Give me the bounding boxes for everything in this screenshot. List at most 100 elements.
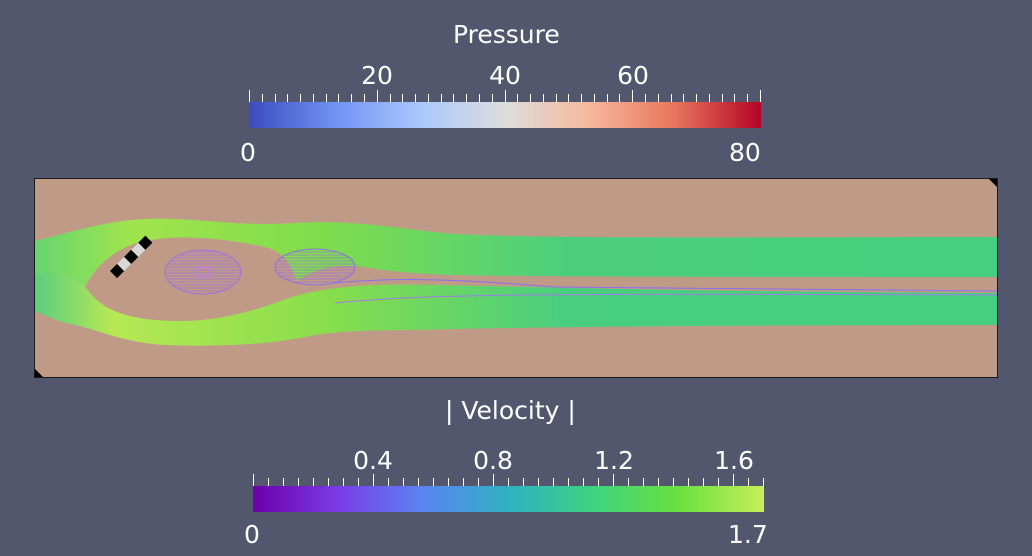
pressure-tick-marks-tick xyxy=(517,94,518,102)
velocity-tick-marks-tick xyxy=(583,478,584,486)
velocity-tick-marks-tick xyxy=(553,478,554,486)
pressure-tick-label-20: 20 xyxy=(361,61,393,90)
pressure-tick-marks-tick xyxy=(734,94,735,102)
velocity-tick-marks-tick xyxy=(733,474,734,486)
wake-lines xyxy=(334,279,997,292)
pressure-tick-marks-tick xyxy=(760,90,761,102)
velocity-tick-marks-tick xyxy=(298,478,299,486)
pressure-tick-marks-tick xyxy=(581,94,582,102)
velocity-tick-marks-tick xyxy=(598,478,599,486)
pressure-tick-marks-tick xyxy=(249,90,250,102)
velocity-tick-marks-tick xyxy=(478,478,479,486)
velocity-tick-marks-tick xyxy=(493,474,494,486)
corner-marker-bl xyxy=(35,369,43,377)
velocity-tick-marks-tick xyxy=(373,474,374,486)
velocity-tick-marks-tick xyxy=(403,478,404,486)
pressure-tick-marks-tick xyxy=(275,94,276,102)
pressure-tick-marks xyxy=(249,90,761,102)
velocity-tick-marks-tick xyxy=(313,478,314,486)
pressure-tick-marks-tick xyxy=(415,94,416,102)
velocity-tick-marks-tick xyxy=(343,478,344,486)
velocity-tick-marks-tick xyxy=(688,478,689,486)
streamlines-plot xyxy=(35,179,997,377)
vortex-left-core xyxy=(194,266,212,278)
wake-lines-2 xyxy=(334,293,997,304)
lower-streamline-band xyxy=(35,273,997,346)
pressure-tick-marks-tick xyxy=(351,94,352,102)
velocity-tick-label-1.2: 1.2 xyxy=(594,446,634,475)
pressure-tick-marks-tick xyxy=(568,94,569,102)
pressure-tick-marks-tick xyxy=(300,94,301,102)
pressure-tick-marks-tick xyxy=(683,94,684,102)
pressure-tick-marks-tick xyxy=(671,94,672,102)
pressure-tick-marks-tick xyxy=(645,94,646,102)
velocity-tick-marks xyxy=(253,474,764,486)
pressure-tick-marks-tick xyxy=(441,94,442,102)
pressure-tick-marks-tick xyxy=(505,90,506,102)
velocity-tick-label-0.8: 0.8 xyxy=(473,446,513,475)
velocity-tick-marks-tick xyxy=(253,474,254,486)
velocity-tick-marks-tick xyxy=(388,478,389,486)
velocity-tick-marks-tick xyxy=(643,478,644,486)
upper-streamline-band xyxy=(35,218,997,287)
velocity-tick-marks-tick xyxy=(613,474,614,486)
pressure-tick-marks-tick xyxy=(632,90,633,102)
obstacle xyxy=(110,235,153,279)
velocity-tick-marks-tick xyxy=(748,478,749,486)
pressure-tick-marks-tick xyxy=(377,90,378,102)
pressure-tick-marks-tick xyxy=(466,94,467,102)
velocity-max-label: 1.7 xyxy=(728,520,768,549)
pressure-tick-marks-tick xyxy=(594,94,595,102)
velocity-tick-marks-tick xyxy=(568,478,569,486)
pressure-colorbar xyxy=(249,102,761,128)
pressure-tick-marks-tick xyxy=(530,94,531,102)
pressure-tick-marks-tick xyxy=(722,94,723,102)
velocity-tick-marks-tick xyxy=(658,478,659,486)
velocity-tick-marks-tick xyxy=(763,478,764,486)
velocity-tick-label-1.6: 1.6 xyxy=(714,446,754,475)
pressure-tick-marks-tick xyxy=(453,94,454,102)
velocity-tick-marks-tick xyxy=(508,478,509,486)
pressure-tick-marks-tick xyxy=(543,94,544,102)
velocity-tick-marks-tick xyxy=(538,478,539,486)
pressure-tick-marks-tick xyxy=(747,94,748,102)
pressure-tick-marks-tick xyxy=(658,94,659,102)
vortex-left xyxy=(164,249,242,295)
pressure-tick-marks-tick xyxy=(390,94,391,102)
velocity-tick-marks-tick xyxy=(283,478,284,486)
pressure-tick-label-40: 40 xyxy=(489,61,521,90)
pressure-tick-marks-tick xyxy=(479,94,480,102)
velocity-min-label: 0 xyxy=(244,520,260,549)
pressure-tick-marks-tick xyxy=(428,94,429,102)
pressure-tick-marks-tick xyxy=(313,94,314,102)
pressure-tick-marks-tick xyxy=(262,94,263,102)
pressure-tick-marks-tick xyxy=(607,94,608,102)
pressure-min-label: 0 xyxy=(240,138,256,167)
vortex-right xyxy=(274,248,356,286)
velocity-tick-marks-tick xyxy=(328,478,329,486)
pressure-tick-marks-tick xyxy=(492,94,493,102)
pressure-tick-marks-tick xyxy=(326,94,327,102)
pressure-tick-marks-tick xyxy=(709,94,710,102)
velocity-tick-marks-tick xyxy=(703,478,704,486)
velocity-tick-marks-tick xyxy=(673,478,674,486)
pressure-tick-marks-tick xyxy=(364,94,365,102)
velocity-colorbar xyxy=(253,486,764,512)
velocity-tick-label-0.4: 0.4 xyxy=(353,446,393,475)
velocity-tick-marks-tick xyxy=(463,478,464,486)
velocity-tick-marks-tick xyxy=(628,478,629,486)
velocity-tick-marks-tick xyxy=(418,478,419,486)
velocity-tick-marks-tick xyxy=(358,478,359,486)
corner-marker-tr xyxy=(989,179,997,187)
pressure-tick-marks-tick xyxy=(402,94,403,102)
pressure-tick-label-60: 60 xyxy=(617,61,649,90)
velocity-legend-title: | Velocity | xyxy=(445,396,576,425)
velocity-tick-marks-tick xyxy=(718,478,719,486)
pressure-tick-marks-tick xyxy=(338,94,339,102)
pressure-tick-marks-tick xyxy=(556,94,557,102)
pressure-tick-marks-tick xyxy=(696,94,697,102)
pressure-legend-title: Pressure xyxy=(453,20,560,49)
pressure-tick-marks-tick xyxy=(619,94,620,102)
pressure-tick-marks-tick xyxy=(287,94,288,102)
